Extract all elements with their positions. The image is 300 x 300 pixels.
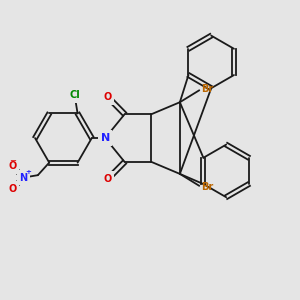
Text: O: O	[102, 173, 113, 186]
Text: O: O	[102, 90, 113, 103]
Text: −: −	[9, 156, 16, 165]
Text: O: O	[103, 92, 112, 102]
Text: N: N	[20, 172, 28, 183]
Text: N: N	[99, 131, 111, 145]
Text: O: O	[7, 160, 17, 173]
Text: Br: Br	[201, 84, 213, 94]
Text: Cl: Cl	[68, 88, 81, 101]
Text: N: N	[18, 171, 29, 184]
Text: O: O	[8, 184, 16, 194]
Text: Cl: Cl	[69, 90, 80, 100]
Text: Br: Br	[201, 182, 213, 192]
Text: O: O	[103, 174, 112, 184]
Text: +: +	[25, 169, 31, 175]
Text: O: O	[8, 161, 16, 171]
Text: N: N	[100, 133, 110, 143]
Text: O: O	[7, 182, 17, 195]
